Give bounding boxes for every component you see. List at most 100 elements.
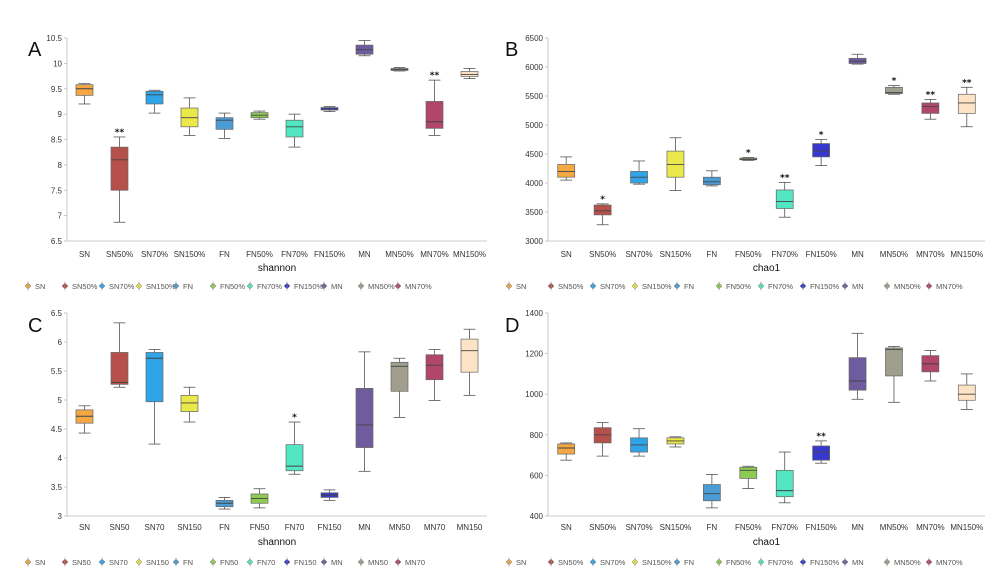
legend-label: MN	[852, 558, 864, 567]
legend-label: SN70%	[109, 282, 135, 291]
box-iqr	[593, 427, 612, 444]
y-tick-label: 4	[58, 454, 63, 463]
y-tick-label: 4.5	[51, 425, 63, 434]
x-tick-label: MN150%	[950, 523, 983, 532]
legend-label: FN70%	[768, 558, 793, 567]
panel-letter: B	[505, 39, 518, 61]
panel-b: B 3000 3500 4000 4500 5000 5500 6000 6500 SN * SN50…	[505, 34, 985, 291]
x-tick-label: FN70%	[771, 523, 798, 532]
legend-entry: SN50%	[61, 281, 98, 291]
box-iqr	[593, 204, 612, 216]
significance-label: *	[292, 413, 297, 423]
y-tick-label: 6500	[525, 34, 543, 43]
box-MN50%: *	[885, 77, 903, 95]
box-SN70%	[630, 428, 648, 457]
legend-entry: FN	[673, 557, 694, 567]
box-FN150%: *	[812, 131, 830, 167]
legend-entry: SN150%	[631, 281, 672, 291]
legend-entry: FN70%	[246, 281, 282, 291]
y-tick-label: 4500	[525, 150, 543, 159]
legend-label: SN150%	[642, 282, 672, 291]
legend-entry: FN	[172, 281, 193, 291]
legend-entry: SN150	[135, 557, 169, 567]
x-tick-label: FN70%	[771, 250, 798, 259]
legend-label: SN	[516, 558, 526, 567]
legend-label: FN70%	[257, 282, 282, 291]
legend-label: SN70%	[600, 558, 626, 567]
legend-label: MN70%	[936, 282, 963, 291]
y-tick-label: 3500	[525, 208, 543, 217]
y-tick-label: 5000	[525, 121, 543, 130]
significance-label: *	[892, 77, 897, 87]
y-tick-label: 7.5	[51, 186, 63, 195]
box-SN150%	[180, 97, 199, 136]
legend-entry: MN70	[394, 557, 425, 567]
legend-label: MN	[331, 282, 343, 291]
box-FN	[703, 170, 721, 187]
box-iqr	[812, 143, 830, 158]
y-tick-label: 6000	[525, 63, 543, 72]
box-iqr	[703, 176, 721, 186]
y-tick-label: 9	[58, 110, 63, 119]
legend-label: MN50%	[894, 282, 921, 291]
legend-entry: SN70%	[589, 281, 626, 291]
legend-label: FN	[684, 282, 694, 291]
x-tick-label: MN70%	[916, 523, 944, 532]
box-MN150%	[460, 68, 479, 79]
x-tick-label: MN	[358, 250, 371, 259]
box-FN70%: **	[775, 173, 794, 218]
legend-entry: FN50%	[715, 557, 751, 567]
legend-entry: FN50%	[715, 281, 751, 291]
legend-label: SN70%	[600, 282, 626, 291]
box-FN70: *	[285, 413, 304, 475]
legend-entry: MN70%	[394, 281, 432, 291]
box-MN150	[460, 328, 479, 396]
x-tick-label: SN50%	[589, 250, 616, 259]
x-tick-label: FN150%	[806, 250, 837, 259]
box-iqr	[739, 466, 758, 479]
y-tick-label: 8.5	[51, 136, 63, 145]
legend-entry: FN150%	[283, 281, 324, 291]
legend-entry: SN50%	[547, 557, 584, 567]
legend-label: FN	[183, 558, 193, 567]
legend-entry: MN	[320, 557, 343, 567]
box-MN50	[390, 357, 409, 418]
box-MN	[848, 332, 867, 400]
box-iqr	[848, 357, 867, 391]
y-tick-label: 8	[58, 161, 63, 170]
x-tick-label: SN	[561, 523, 572, 532]
panel-letter: A	[28, 39, 42, 61]
legend-entry: SN	[505, 557, 526, 567]
x-tick-label: MN150%	[453, 250, 486, 259]
box-MN	[355, 351, 374, 472]
box-SN	[75, 405, 94, 434]
x-tick-label: SN50	[109, 523, 130, 532]
legend-label: FN70	[257, 558, 275, 567]
box-MN70	[425, 349, 444, 401]
legend-entry: MN70%	[925, 557, 963, 567]
x-tick-label: SN	[79, 250, 90, 259]
legend-entry: FN	[673, 281, 694, 291]
y-tick-label: 4000	[525, 179, 543, 188]
x-tick-label: SN150	[177, 523, 202, 532]
y-tick-label: 3.5	[51, 483, 63, 492]
box-iqr	[885, 347, 903, 377]
legend-label: MN70	[405, 558, 425, 567]
x-tick-label: MN	[851, 250, 864, 259]
y-tick-label: 5	[58, 396, 63, 405]
x-tick-label: FN150	[317, 523, 342, 532]
legend-label: FN	[183, 282, 193, 291]
x-tick-label: MN50%	[880, 523, 908, 532]
box-FN	[215, 497, 234, 510]
legend-entry: SN50	[61, 557, 91, 567]
box-FN	[703, 473, 721, 509]
box-SN50%: *	[593, 195, 612, 226]
x-tick-label: MN70%	[420, 250, 448, 259]
box-FN50%	[250, 110, 269, 120]
x-tick-label: MN	[851, 523, 864, 532]
box-SN150%	[666, 436, 685, 448]
significance-label: **	[430, 71, 440, 81]
x-tick-label: FN50%	[735, 250, 762, 259]
significance-label: **	[816, 432, 826, 442]
